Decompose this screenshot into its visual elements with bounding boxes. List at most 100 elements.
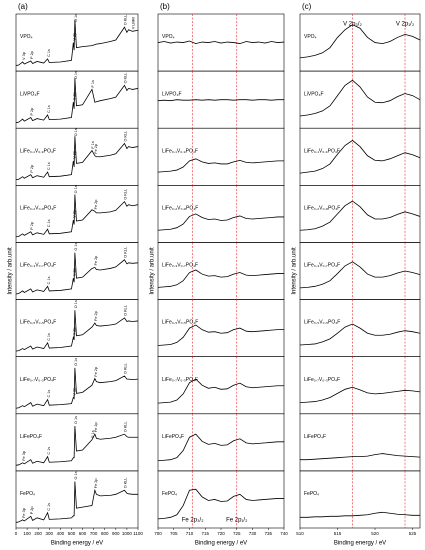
peak-label: O KLL bbox=[124, 247, 128, 258]
x-tick-label: 700 bbox=[90, 531, 98, 536]
spectrum-line bbox=[299, 386, 421, 403]
subplot-frame bbox=[15, 470, 139, 529]
subplot-frame bbox=[299, 470, 421, 529]
reference-label: V 2p₁/₂ bbox=[396, 22, 415, 28]
subplot-frame bbox=[157, 356, 285, 415]
x-tick-label: 200 bbox=[34, 531, 42, 536]
y-axis-label: Intensity / arb.unit bbox=[8, 247, 14, 295]
x-tick-label: 0 bbox=[15, 531, 18, 536]
spectrum-line bbox=[15, 425, 138, 466]
spectrum-line bbox=[157, 433, 284, 462]
peak-label: O KLL bbox=[124, 189, 128, 200]
x-tick-label: 730 bbox=[249, 531, 257, 536]
sample-label: LiFe₀.₅V₀.₅PO₄F bbox=[20, 320, 56, 326]
spectrum-line bbox=[300, 511, 420, 518]
reference-label: Fe 2p₃/₂ bbox=[182, 518, 204, 524]
spectrum-line bbox=[299, 79, 421, 117]
peak-label: O KLL bbox=[124, 14, 128, 25]
sample-label: VPO₄ bbox=[20, 34, 33, 40]
subplot-frame bbox=[299, 127, 421, 186]
peak-label: P 2p bbox=[30, 222, 34, 230]
sample-label: LiFe₀.₁V₀.₉PO₄F bbox=[162, 148, 198, 154]
sample-label: LiFe₀.₃V₀.₇PO₄F bbox=[162, 263, 198, 269]
x-tick-label: 800 bbox=[101, 531, 109, 536]
x-tick-label: 515 bbox=[334, 531, 342, 536]
peak-label: Fe 2p bbox=[94, 256, 98, 266]
x-tick-label: 525 bbox=[409, 531, 417, 536]
x-tick-label: 1100 bbox=[133, 531, 143, 536]
subplot-frame bbox=[157, 413, 285, 472]
sample-label: LiFe₀.₅V₀.₅PO₄F bbox=[162, 320, 198, 326]
subplot-frame bbox=[157, 470, 285, 529]
peak-label: Fe 2p bbox=[94, 200, 98, 210]
spectrum-line bbox=[299, 261, 421, 289]
spectrum-line bbox=[15, 194, 139, 238]
sample-label: LiFe₀.₁V₀.₉PO₄F bbox=[304, 148, 340, 154]
sample-label: LiFe₀.₇V₀.₃PO₄F bbox=[20, 377, 56, 383]
peak-label: O 1s bbox=[74, 185, 78, 193]
x-tick-label: 740 bbox=[280, 531, 288, 536]
peak-label: Fe 3p bbox=[22, 508, 26, 518]
peak-label: F 1s bbox=[91, 430, 95, 437]
sample-label: LiFePO₄F bbox=[304, 434, 326, 440]
sample-label: LiFePO₄F bbox=[162, 434, 184, 440]
x-tick-label: 1000 bbox=[122, 531, 133, 536]
peak-label: V 2p bbox=[73, 327, 77, 335]
reference-label: V 2p₃/₂ bbox=[343, 22, 362, 28]
peak-label: F 1s bbox=[91, 141, 95, 148]
x-tick-label: 725 bbox=[233, 531, 241, 536]
sample-label: LiFe₀.₇V₀.₃PO₄F bbox=[162, 377, 198, 383]
peak-label: O 1s bbox=[74, 416, 78, 424]
spectrum-line bbox=[299, 323, 421, 346]
peak-label: O 1s bbox=[74, 242, 78, 250]
peak-label: C 1s bbox=[47, 105, 51, 113]
spectrum-line bbox=[157, 488, 284, 520]
subplot-frame bbox=[157, 242, 285, 300]
peak-label: Fe 2p bbox=[94, 367, 98, 377]
peak-label: C 1s bbox=[47, 49, 51, 57]
spectrum-line bbox=[299, 24, 421, 59]
peak-label: V 2p bbox=[73, 151, 77, 159]
sample-label: VPO₄ bbox=[162, 34, 175, 40]
peak-label: P 2p bbox=[30, 51, 34, 59]
x-tick-label: 900 bbox=[112, 531, 120, 536]
sample-label: VPO₄ bbox=[304, 34, 317, 40]
peak-label: Fe 2p bbox=[94, 422, 98, 432]
panel-label: (a) bbox=[18, 2, 28, 11]
peak-label: C 1s bbox=[47, 276, 51, 284]
peak-label: C 1s bbox=[47, 390, 51, 398]
peak-label: O KLL bbox=[124, 421, 128, 432]
spectrum-line bbox=[157, 213, 284, 231]
x-tick-label: 720 bbox=[217, 531, 225, 536]
peak-label: O 1s bbox=[74, 14, 78, 22]
subplot-frame bbox=[157, 127, 285, 186]
spectrum-line bbox=[299, 139, 421, 174]
sample-label: LiFe₀.₁V₀.₉PO₄F bbox=[20, 148, 56, 154]
x-tick-label: 520 bbox=[371, 531, 379, 536]
peak-label: V 2p bbox=[73, 210, 77, 218]
peak-label: O 1s bbox=[74, 300, 78, 308]
peak-label: V LMM bbox=[132, 17, 136, 29]
x-tick-label: 735 bbox=[264, 531, 272, 536]
spectrum-line bbox=[15, 367, 139, 409]
sample-label: LiFe₀.₃V₀.₇PO₄F bbox=[20, 263, 56, 269]
sample-label: FePO₄ bbox=[20, 491, 35, 497]
peak-label: V 2p bbox=[73, 268, 77, 276]
reference-label: Fe 2p₁/₂ bbox=[226, 518, 248, 524]
peak-label: C 1s bbox=[47, 333, 51, 341]
peak-label: O 1s bbox=[74, 471, 78, 479]
x-axis-label: Binding energy / eV bbox=[51, 541, 103, 547]
spectrum-line bbox=[157, 378, 284, 404]
sample-label: LiFe₀.₃V₀.₇PO₄F bbox=[304, 263, 340, 269]
peak-label: P 2p bbox=[30, 507, 34, 515]
panel-label: (c) bbox=[302, 2, 312, 11]
x-tick-label: 400 bbox=[57, 531, 65, 536]
x-tick-label: 705 bbox=[170, 531, 178, 536]
sample-label: FePO₄ bbox=[162, 491, 177, 497]
x-axis-label: Binding energy / eV bbox=[334, 541, 386, 547]
peak-label: Fe 3p bbox=[22, 451, 26, 461]
spectrum-line bbox=[157, 40, 285, 44]
peak-label: V 2p bbox=[73, 92, 77, 100]
sample-label: LiFe₀.₅V₀.₅PO₄F bbox=[304, 320, 340, 326]
